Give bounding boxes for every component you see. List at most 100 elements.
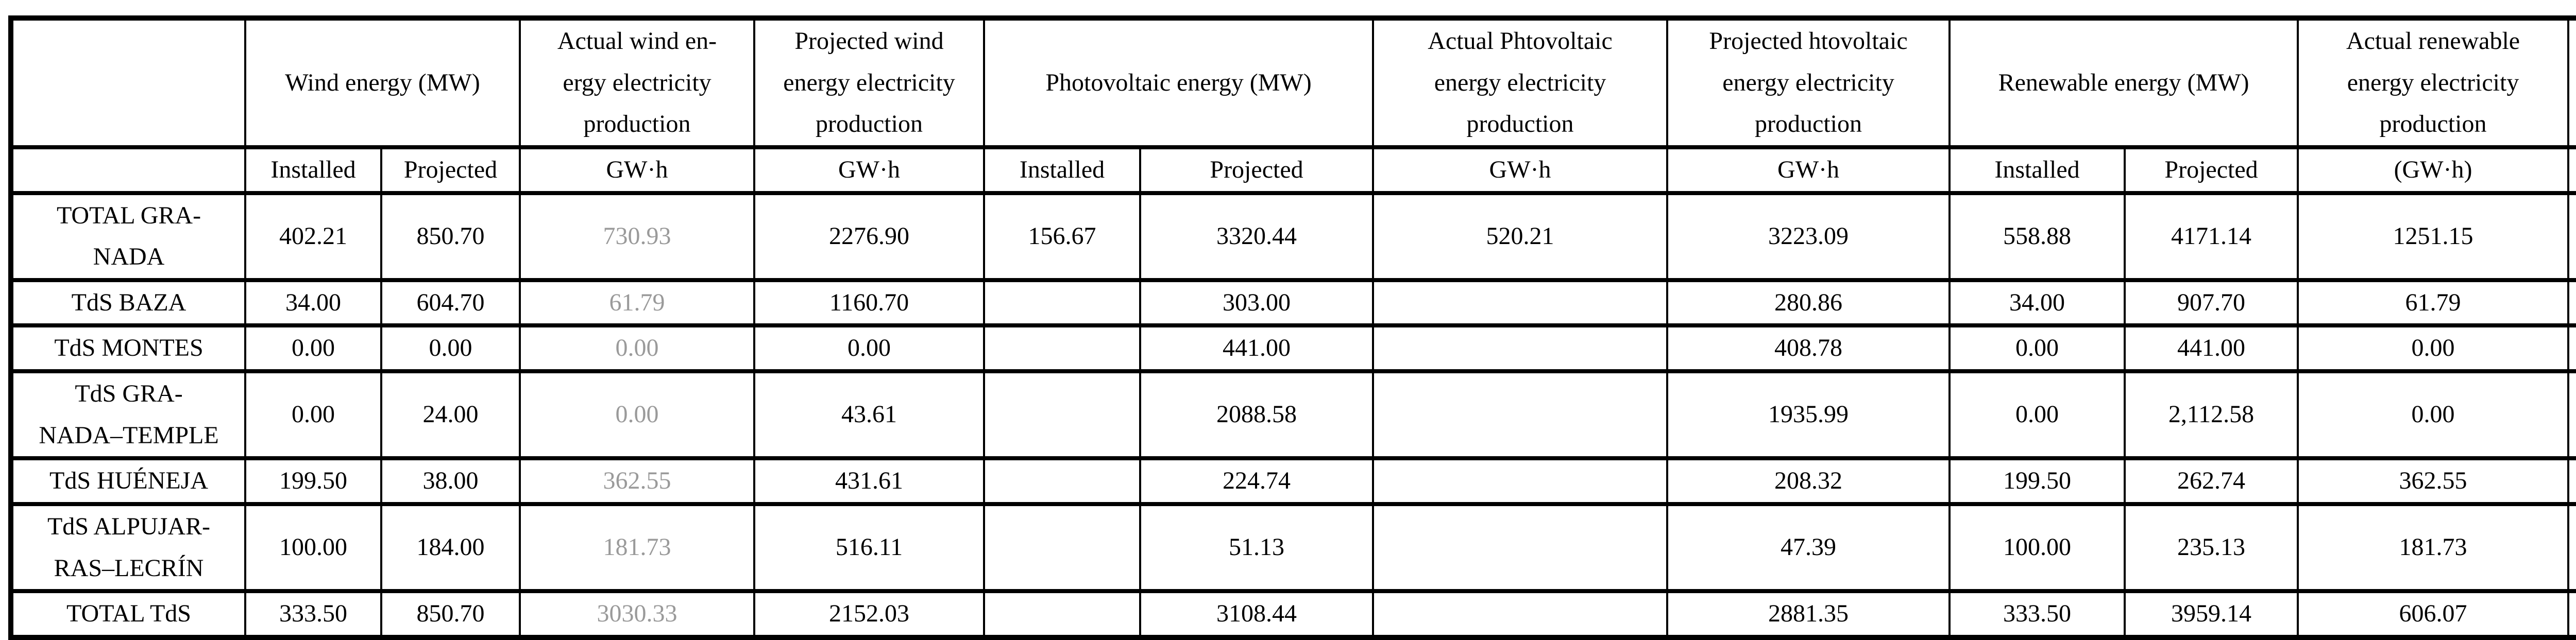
table-cell: 333.50 bbox=[244, 589, 382, 639]
table-cell: 441.00 bbox=[1139, 323, 1375, 373]
row-label: TdS MONTES bbox=[10, 323, 246, 373]
table-cell: 0.00 bbox=[380, 323, 521, 373]
table-row: TdS GRA- NADA–TEMPLE 0.00 24.00 0.00 43.61 20… bbox=[10, 369, 2576, 461]
column-group-header: Photovoltaic energy (MW) bbox=[982, 16, 1375, 149]
table-cell: 2881.35 bbox=[1666, 589, 1951, 639]
table-cell: 180.85 bbox=[2567, 191, 2576, 282]
column-unit-header: Installed bbox=[1948, 145, 2126, 195]
table-cell bbox=[983, 369, 1141, 461]
table-cell: 362.55 bbox=[2297, 456, 2570, 506]
table-cell: 61.79 bbox=[2297, 278, 2570, 328]
table-cell: 0.00 bbox=[519, 369, 755, 461]
table-cell: 335.79 bbox=[2567, 369, 2576, 461]
table-cell: 3223.09 bbox=[1666, 191, 1951, 282]
table-cell: 520.21 bbox=[1372, 191, 1669, 282]
column-unit-header: GW·h bbox=[753, 145, 985, 195]
table-cell: 0.00 bbox=[2297, 323, 2570, 373]
table-cell: 303.00 bbox=[1139, 278, 1375, 328]
table-cell: 61.79 bbox=[519, 278, 755, 328]
table-cell: 38.00 bbox=[380, 456, 521, 506]
table-cell: 516.11 bbox=[753, 501, 985, 594]
table-cell bbox=[983, 589, 1141, 639]
table-cell: 907.70 bbox=[2124, 278, 2299, 328]
table-cell: 100.00 bbox=[1948, 501, 2126, 594]
table-cell: 0.00 bbox=[244, 369, 382, 461]
row-label: TdS HUÉNEJA bbox=[10, 456, 246, 506]
table-cell: 1160.70 bbox=[753, 278, 985, 328]
column-group-header: Projected renewable energy electricity p… bbox=[2567, 16, 2576, 149]
column-unit-header: Projected bbox=[380, 145, 521, 195]
table-cell: 333.50 bbox=[1948, 589, 2126, 639]
column-group-header: Renewable energy (MW) bbox=[1948, 16, 2299, 149]
table-cell: 486.44 bbox=[2567, 589, 2576, 639]
table-row: TdS ALPUJAR- RAS–LECRÍN 100.00 184.00 181.7… bbox=[10, 501, 2576, 594]
table-cell: 431.61 bbox=[753, 456, 985, 506]
table-cell: 850.70 bbox=[380, 589, 521, 639]
table-cell: 0.00 bbox=[244, 323, 382, 373]
column-unit-header: GW·h bbox=[1666, 145, 1951, 195]
column-group-header: Projected htovoltaic energy electricity … bbox=[1666, 16, 1951, 149]
table-cell: 730.93 bbox=[519, 191, 755, 282]
table-cell bbox=[1372, 501, 1669, 594]
table-cell: 43.61 bbox=[753, 369, 985, 461]
table-cell: 184.00 bbox=[380, 501, 521, 594]
column-unit-header: GW·h bbox=[519, 145, 755, 195]
table-cell bbox=[983, 501, 1141, 594]
column-group-header: Actual renewable energy electricity prod… bbox=[2297, 16, 2570, 149]
column-group-header bbox=[10, 16, 246, 149]
table-cell: 2088.58 bbox=[1139, 369, 1375, 461]
row-label: TdS ALPUJAR- RAS–LECRÍN bbox=[10, 501, 246, 594]
header-group-row: Wind energy (MW) Actual wind en- ergy ele… bbox=[10, 16, 2576, 149]
table-cell: 3108.44 bbox=[1139, 589, 1375, 639]
table-cell: 208.32 bbox=[1666, 456, 1951, 506]
table-cell bbox=[1372, 323, 1669, 373]
column-unit-header: Installed bbox=[983, 145, 1141, 195]
table-cell: 1935.99 bbox=[1666, 369, 1951, 461]
table-row: TOTAL TdS 333.50 850.70 3030.33 2152.03 3108.… bbox=[10, 589, 2576, 639]
row-label: TdS BAZA bbox=[10, 278, 246, 328]
table-cell: 156.67 bbox=[983, 191, 1141, 282]
column-group-header: Actual Phtovoltaic energy electricity pr… bbox=[1372, 16, 1669, 149]
column-group-header: Wind energy (MW) bbox=[244, 16, 521, 149]
table-cell: 559.58 bbox=[2567, 501, 2576, 594]
table-cell: 100.00 bbox=[244, 501, 382, 594]
table-cell: 408.78 bbox=[1666, 323, 1951, 373]
table-cell: 3959.14 bbox=[2124, 589, 2299, 639]
table-cell: 0.00 bbox=[2297, 369, 2570, 461]
table-cell: 857.57 bbox=[2567, 323, 2576, 373]
table-body: TOTAL GRA- NADA 402.21 850.70 730.93 2276.90… bbox=[10, 191, 2576, 639]
table-cell bbox=[1372, 589, 1669, 639]
table-cell: 441.00 bbox=[2124, 323, 2299, 373]
column-group-header: Projected wind energy electricity produc… bbox=[753, 16, 985, 149]
table-cell: 4171.14 bbox=[2124, 191, 2299, 282]
table-cell: 2276.90 bbox=[753, 191, 985, 282]
table-row: TdS MONTES 0.00 0.00 0.00 0.00 441.00 408.78 0.… bbox=[10, 323, 2576, 373]
table-cell: 2,112.58 bbox=[2124, 369, 2299, 461]
table-cell: 3320.44 bbox=[1139, 191, 1375, 282]
table-cell: 0.00 bbox=[519, 323, 755, 373]
table-cell bbox=[1372, 369, 1669, 461]
row-label: TOTAL GRA- NADA bbox=[10, 191, 246, 282]
table-cell: 24.00 bbox=[380, 369, 521, 461]
row-label: TOTAL TdS bbox=[10, 589, 246, 639]
table-cell: 3030.33 bbox=[519, 589, 755, 639]
table-cell: 47.39 bbox=[1666, 501, 1951, 594]
column-unit-header: Installed bbox=[244, 145, 382, 195]
table-cell: 0.00 bbox=[1948, 369, 2126, 461]
table-cell: 199.50 bbox=[244, 456, 382, 506]
column-unit-header: GW·h bbox=[1372, 145, 1669, 195]
column-unit-header: Projected bbox=[1139, 145, 1375, 195]
table-cell: 224.74 bbox=[1139, 456, 1375, 506]
table-cell: 472.71 bbox=[2567, 456, 2576, 506]
table-cell: 34.00 bbox=[1948, 278, 2126, 328]
table-cell: 892.90 bbox=[2567, 278, 2576, 328]
table-cell: 0.00 bbox=[753, 323, 985, 373]
table-cell: 402.21 bbox=[244, 191, 382, 282]
table-cell: 2152.03 bbox=[753, 589, 985, 639]
table-head: Wind energy (MW) Actual wind en- ergy ele… bbox=[10, 16, 2576, 195]
table-cell: 604.70 bbox=[380, 278, 521, 328]
table-cell bbox=[1372, 278, 1669, 328]
table-cell bbox=[983, 456, 1141, 506]
table-cell: 362.55 bbox=[519, 456, 755, 506]
table-row: TdS BAZA 34.00 604.70 61.79 1160.70 303.00 280… bbox=[10, 278, 2576, 328]
